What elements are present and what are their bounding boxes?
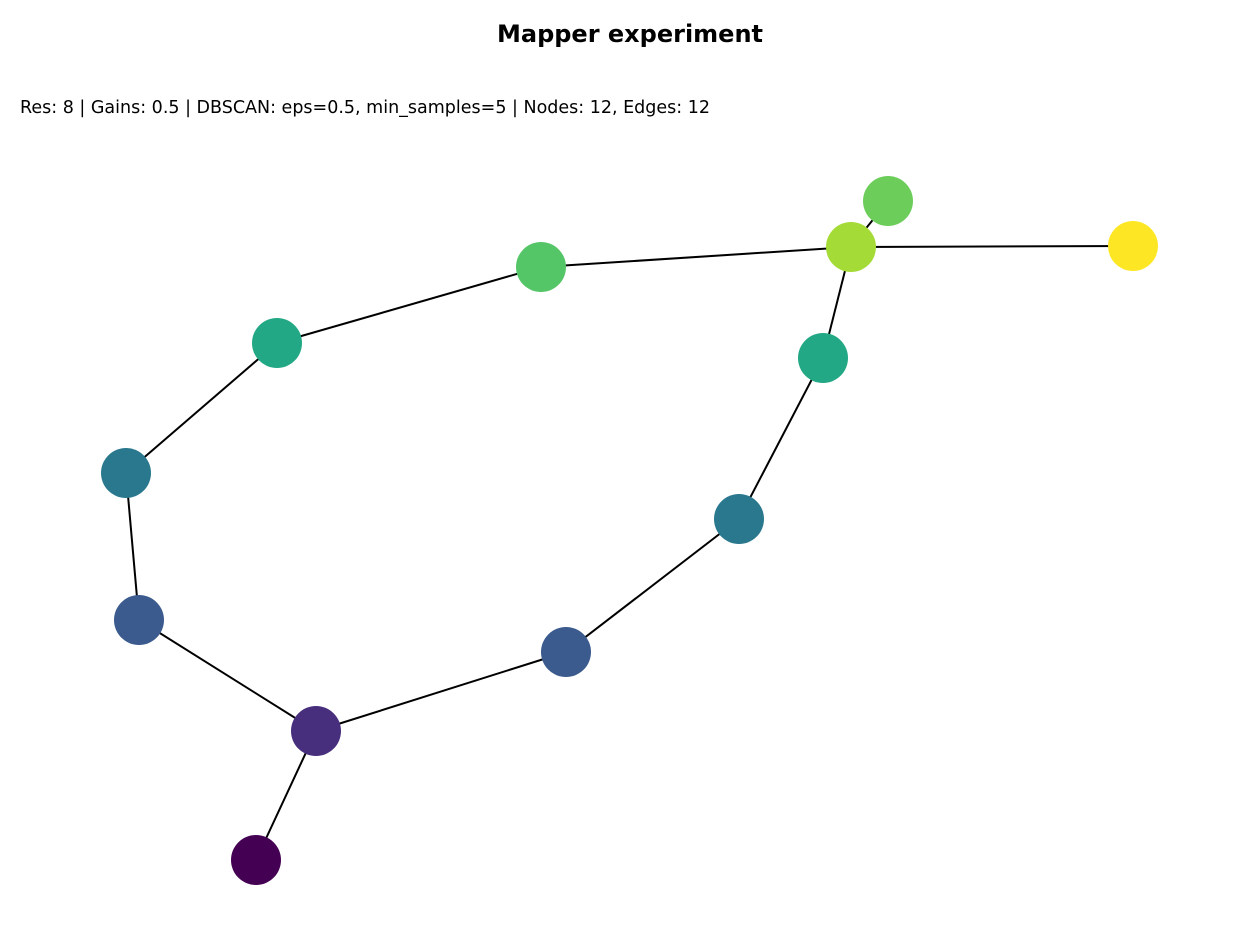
node-n8 bbox=[516, 242, 566, 292]
edge-n6-n8 bbox=[276, 266, 542, 344]
node-n3 bbox=[541, 627, 591, 677]
node-n11 bbox=[1108, 221, 1158, 271]
edge-n8-n9 bbox=[540, 246, 852, 268]
edge-n9-n11 bbox=[850, 245, 1134, 248]
diagram-title: Mapper experiment bbox=[496, 20, 764, 48]
edge-n7-n5 bbox=[738, 357, 824, 520]
edge-n3-n1 bbox=[315, 651, 567, 732]
node-layer bbox=[101, 176, 1158, 885]
node-n6 bbox=[252, 318, 302, 368]
edge-n5-n3 bbox=[565, 518, 740, 653]
diagram-subtitle: Res: 8 | Gains: 0.5 | DBSCAN: eps=0.5, m… bbox=[20, 98, 711, 118]
node-n5 bbox=[714, 494, 764, 544]
node-n4 bbox=[101, 448, 151, 498]
node-n7 bbox=[798, 333, 848, 383]
node-n9 bbox=[826, 222, 876, 272]
node-n1 bbox=[291, 706, 341, 756]
node-n10 bbox=[863, 176, 913, 226]
edge-layer bbox=[125, 200, 1134, 861]
node-n2 bbox=[114, 595, 164, 645]
node-n0 bbox=[231, 835, 281, 885]
edge-n4-n6 bbox=[125, 342, 278, 474]
edge-n1-n2 bbox=[138, 619, 317, 732]
